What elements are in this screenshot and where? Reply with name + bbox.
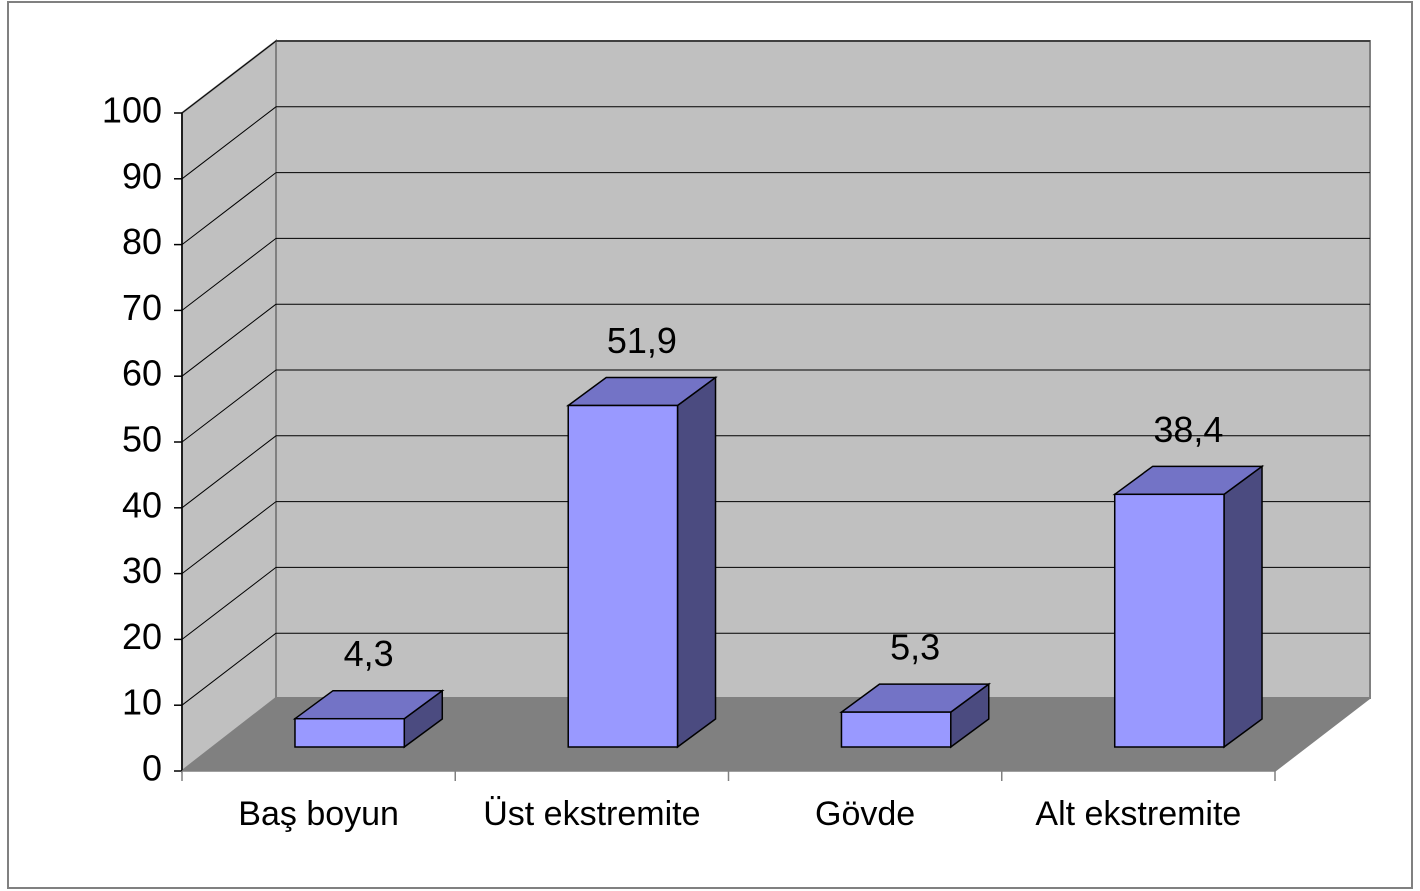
- data-label: 5,3: [890, 627, 940, 668]
- y-tick-label: 50: [122, 419, 162, 460]
- y-tick-label: 60: [122, 353, 162, 394]
- y-tick-label: 90: [122, 155, 162, 196]
- grid-line: [181, 238, 277, 311]
- y-tick-label: 100: [102, 90, 162, 131]
- bar: [567, 404, 679, 748]
- grid-line: [181, 172, 277, 245]
- grid-line: [181, 567, 277, 640]
- y-tick-label: 0: [142, 748, 162, 789]
- x-tick-label: Üst ekstremite: [483, 795, 700, 833]
- bar: [294, 717, 406, 748]
- floor: [182, 698, 1370, 771]
- bar: [1113, 493, 1225, 748]
- x-tick-label: Gövde: [815, 795, 915, 833]
- grid-line: [181, 501, 277, 574]
- grid-line: [181, 369, 277, 443]
- bar: [840, 711, 952, 748]
- grid: [181, 40, 1370, 706]
- data-label: 38,4: [1153, 409, 1223, 450]
- y-tick-label: 20: [122, 616, 162, 657]
- x-tick-label: Baş boyun: [238, 795, 399, 833]
- grid-line: [181, 435, 277, 509]
- x-tick-label: Alt ekstremite: [1035, 795, 1241, 833]
- bars: [292, 376, 1265, 749]
- grid-line: [181, 303, 277, 377]
- y-tick-label: 80: [122, 221, 162, 262]
- y-tick-label: 10: [122, 682, 162, 723]
- grid-line: [181, 40, 277, 114]
- bar-side: [1223, 464, 1263, 749]
- y-tick-label: 70: [122, 287, 162, 328]
- grid-line: [181, 632, 277, 706]
- y-tick-label: 30: [122, 550, 162, 591]
- data-label: 4,3: [344, 633, 394, 674]
- y-tick-label: 40: [122, 484, 162, 525]
- grid-line: [181, 106, 277, 180]
- bar-side: [676, 376, 717, 749]
- data-label: 51,9: [607, 320, 677, 361]
